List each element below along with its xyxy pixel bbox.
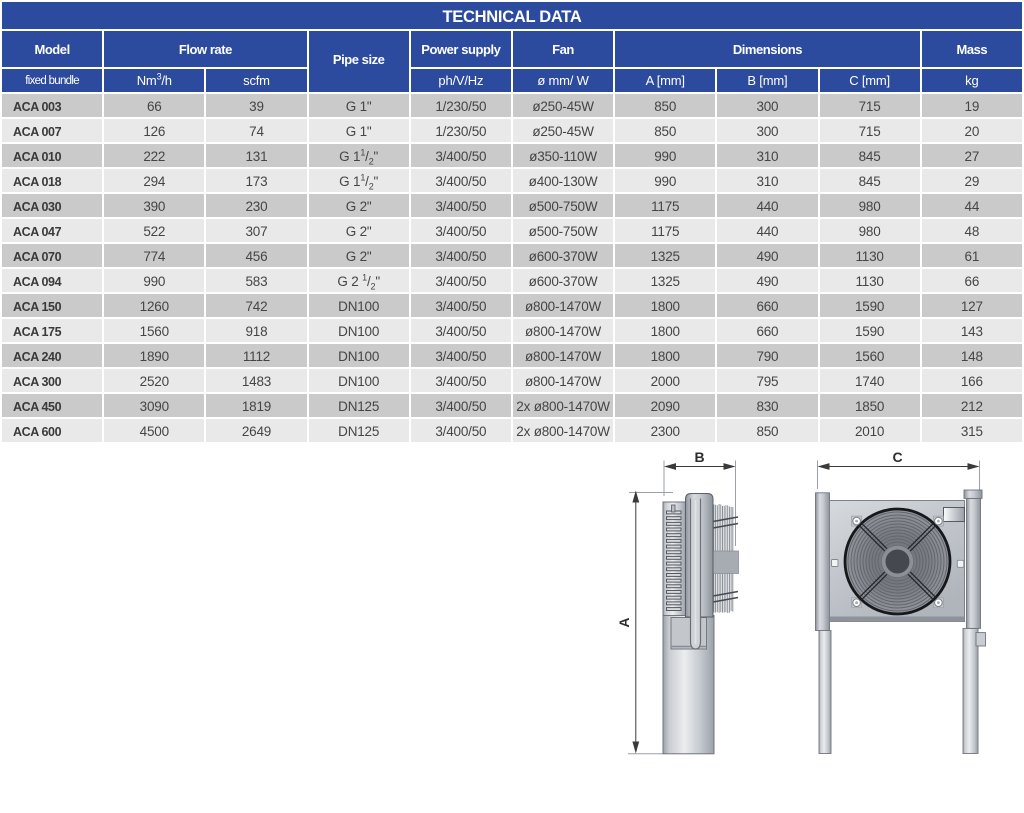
svg-text:A: A: [616, 617, 632, 627]
svg-text:B: B: [694, 449, 704, 465]
svg-text:C: C: [892, 449, 902, 465]
